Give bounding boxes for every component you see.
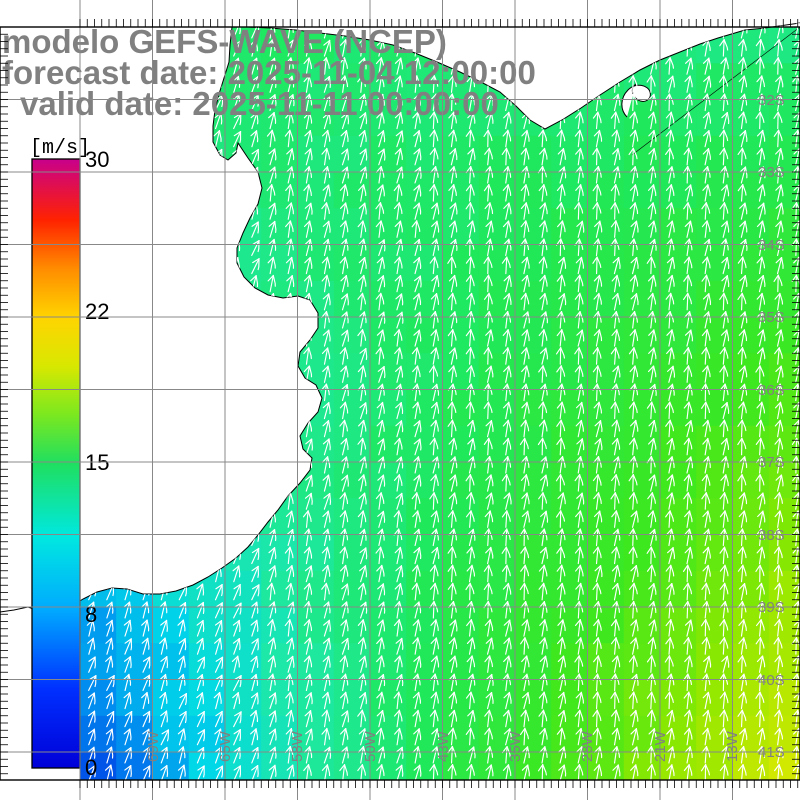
svg-text:40S: 40S <box>758 672 785 689</box>
svg-text:32S: 32S <box>758 92 785 109</box>
svg-text:13W: 13W <box>724 730 741 762</box>
svg-text:valid date: 2025-11-11 00:00:0: valid date: 2025-11-11 00:00:00 <box>20 85 499 122</box>
svg-text:28W: 28W <box>579 730 596 762</box>
svg-text:22: 22 <box>85 299 109 324</box>
svg-text:41S: 41S <box>758 744 785 761</box>
svg-text:43W: 43W <box>435 730 452 762</box>
svg-text:69W: 69W <box>145 730 162 762</box>
svg-text:50W: 50W <box>362 730 379 762</box>
svg-text:36S: 36S <box>758 382 785 399</box>
svg-text:58W: 58W <box>289 730 306 762</box>
svg-text:21W: 21W <box>652 730 669 762</box>
svg-text:33S: 33S <box>758 164 785 181</box>
svg-text:35S: 35S <box>758 309 785 326</box>
svg-text:39S: 39S <box>758 599 785 616</box>
svg-text:8: 8 <box>85 602 97 627</box>
svg-text:37S: 37S <box>758 454 785 471</box>
svg-text:0: 0 <box>85 755 97 780</box>
svg-text:65W: 65W <box>217 730 234 762</box>
svg-text:34S: 34S <box>758 237 785 254</box>
svg-text:35W: 35W <box>507 730 524 762</box>
svg-text:38S: 38S <box>758 527 785 544</box>
svg-text:[m/s]: [m/s] <box>30 137 90 160</box>
